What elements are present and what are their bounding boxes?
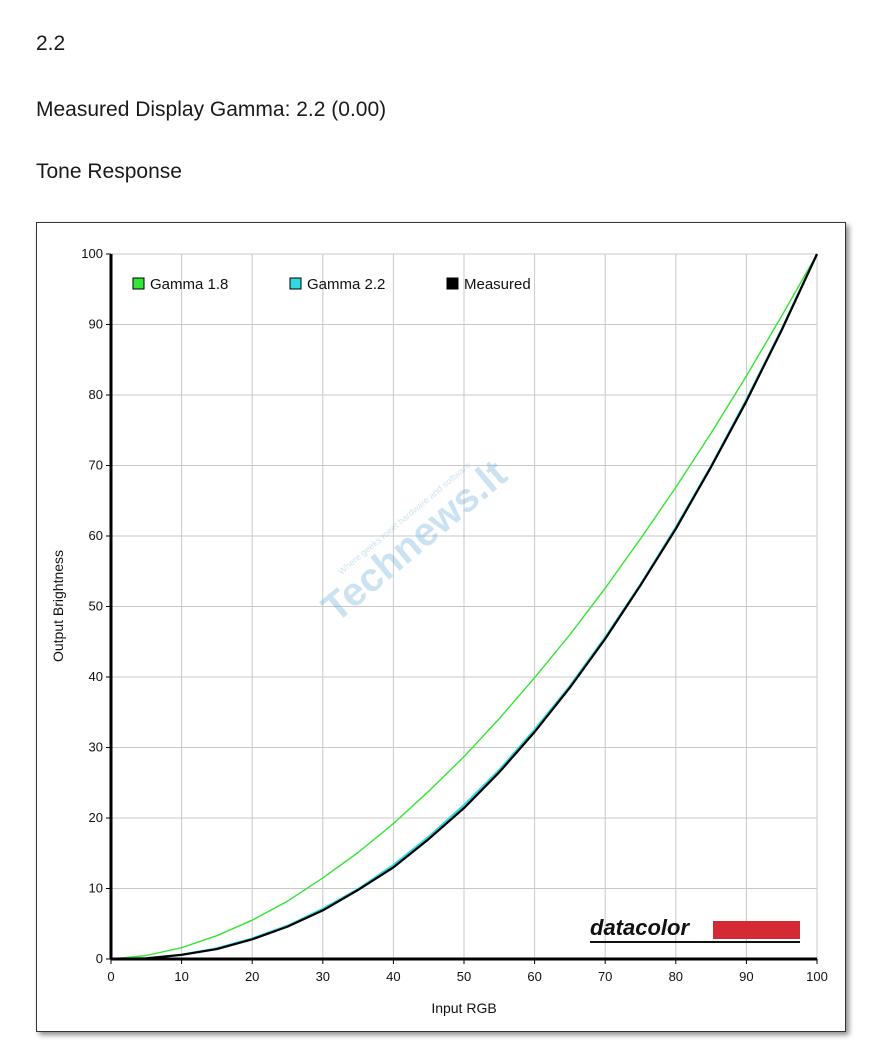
y-axis-label: Output Brightness: [50, 550, 66, 662]
x-tick-label: 100: [806, 969, 828, 984]
series-line-measured: [110, 253, 818, 961]
legend-label: Gamma 2.2: [307, 276, 385, 293]
y-tick-label: 10: [89, 881, 103, 896]
x-tick-label: 60: [527, 969, 541, 984]
y-tick-label: 80: [89, 387, 103, 402]
tone-response-chart: Technews.lt Where geeks meet hardware an…: [36, 222, 846, 1032]
y-tick-label: 20: [89, 810, 103, 825]
x-axis-label: Input RGB: [431, 1000, 496, 1016]
measured-gamma-text: Measured Display Gamma: 2.2 (0.00): [36, 98, 387, 121]
y-tick-label: 0: [96, 951, 103, 966]
y-tick-label: 60: [89, 528, 103, 543]
watermark: Technews.lt Where geeks meet hardware an…: [314, 452, 515, 631]
y-tick-label: 40: [89, 669, 103, 684]
legend-label: Gamma 1.8: [150, 276, 228, 293]
datacolor-logo: datacolor: [590, 915, 800, 943]
legend: Gamma 1.8 Gamma 2.2 Measured: [132, 276, 531, 293]
y-tick-label: 30: [89, 740, 103, 755]
chart-svg: Technews.lt Where geeks meet hardware an…: [50, 246, 828, 1016]
legend-swatch: [446, 277, 459, 290]
gamma-value: 2.2: [36, 32, 66, 55]
x-tick-label: 50: [457, 969, 471, 984]
legend-swatch: [289, 277, 302, 290]
x-tick-label: 90: [739, 969, 753, 984]
tick-labels: 0 10 20 30 40 50 60 70 80 90 100 0 10 20 30 40 50 60 70 80 9…: [81, 246, 828, 984]
watermark-brand: Technews.lt: [314, 452, 515, 631]
x-tick-label: 0: [107, 969, 114, 984]
y-tick-label: 100: [81, 246, 103, 261]
y-tick-label: 90: [89, 317, 103, 332]
x-tick-label: 70: [598, 969, 612, 984]
series-line-gamma-1-8: [110, 253, 818, 960]
x-tick-label: 40: [386, 969, 400, 984]
axes: [106, 253, 818, 964]
y-tick-label: 70: [89, 458, 103, 473]
x-tick-label: 80: [669, 969, 683, 984]
datacolor-logo-text: datacolor: [590, 915, 690, 940]
datacolor-logo-underline: [590, 941, 800, 943]
legend-swatch: [132, 277, 145, 290]
y-tick-label: 50: [89, 599, 103, 614]
x-tick-label: 30: [316, 969, 330, 984]
grid: [111, 253, 818, 959]
x-tick-label: 20: [245, 969, 259, 984]
section-title: Tone Response: [36, 160, 182, 183]
series-lines: [110, 253, 819, 961]
x-tick-label: 10: [174, 969, 188, 984]
legend-label: Measured: [464, 276, 531, 293]
datacolor-logo-bar: [713, 921, 800, 939]
